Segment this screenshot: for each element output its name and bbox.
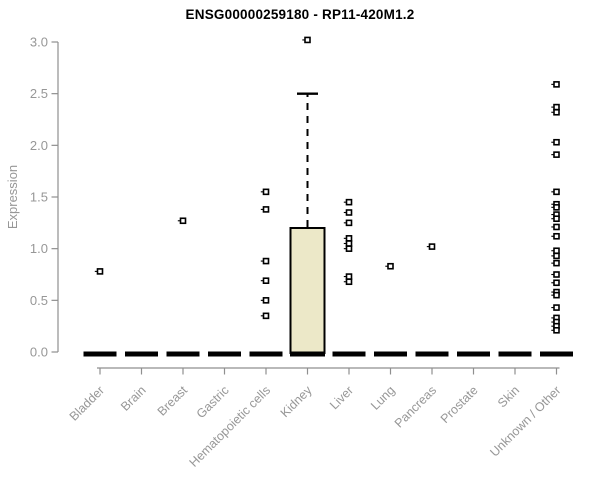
y-tick-label: 3.0 (30, 35, 48, 50)
y-tick-label: 1.0 (30, 241, 48, 256)
data-point (345, 273, 353, 280)
y-tick-label: 0.5 (30, 293, 48, 308)
data-point (262, 188, 270, 196)
median-line (332, 351, 366, 357)
median-line (249, 351, 283, 357)
box-rect (289, 227, 326, 354)
chart-title: ENSG00000259180 - RP11-420M1.2 (185, 7, 415, 22)
x-category-label: Breast (155, 383, 191, 419)
median-line (208, 351, 241, 357)
x-category-label: Brain (118, 383, 149, 414)
data-point (553, 247, 560, 255)
data-point (553, 291, 560, 299)
data-point (345, 278, 353, 286)
x-category-label: Bladder (67, 383, 107, 423)
data-point (553, 304, 560, 311)
median-line (290, 351, 325, 357)
data-point (553, 81, 560, 88)
data-point (262, 312, 270, 320)
data-point (262, 257, 270, 265)
data-point (262, 297, 270, 304)
median-line (498, 351, 532, 357)
x-category-label: Liver (327, 383, 356, 412)
data-point (553, 252, 560, 260)
x-category-label: Lung (368, 383, 398, 413)
data-point (262, 206, 270, 213)
data-point (345, 219, 353, 227)
x-category-label: Prostate (438, 383, 481, 426)
data-point (553, 204, 560, 211)
y-tick-label: 2.0 (30, 138, 48, 153)
data-point (553, 138, 560, 146)
x-category-label: Kidney (278, 383, 315, 420)
data-point (553, 188, 560, 196)
data-point (553, 151, 560, 158)
y-tick-label: 0.0 (30, 345, 48, 360)
median-line (540, 351, 573, 357)
x-category-label: Gastric (194, 383, 232, 421)
data-point (345, 240, 353, 247)
y-tick-label: 1.5 (30, 190, 48, 205)
data-point (345, 245, 353, 252)
data-point (387, 262, 394, 270)
data-point (553, 259, 560, 267)
median-line (457, 351, 490, 357)
data-point (553, 108, 560, 116)
data-point (179, 217, 187, 225)
x-category-label: Unknown / Other (487, 383, 563, 459)
median-line (415, 351, 449, 357)
data-point (553, 232, 560, 240)
median-line (125, 351, 158, 357)
data-point (96, 268, 104, 275)
data-point (553, 223, 560, 231)
data-point (345, 209, 353, 216)
data-point (553, 103, 560, 111)
median-line (166, 351, 200, 357)
data-point (428, 243, 436, 250)
y-tick-label: 2.5 (30, 86, 48, 101)
x-category-label: Pancreas (392, 383, 439, 430)
data-point (553, 215, 560, 222)
x-category-label: Hematopoietic cells (187, 383, 274, 470)
data-point (262, 277, 270, 285)
x-category-label: Skin (495, 383, 522, 410)
y-axis-title: Expression (5, 165, 20, 229)
median-line (83, 351, 117, 357)
data-point (345, 198, 353, 206)
data-point (553, 279, 560, 287)
median-line (374, 351, 407, 357)
data-point (304, 36, 311, 44)
data-point (553, 326, 560, 334)
data-point (553, 271, 560, 278)
data-point (345, 235, 353, 242)
